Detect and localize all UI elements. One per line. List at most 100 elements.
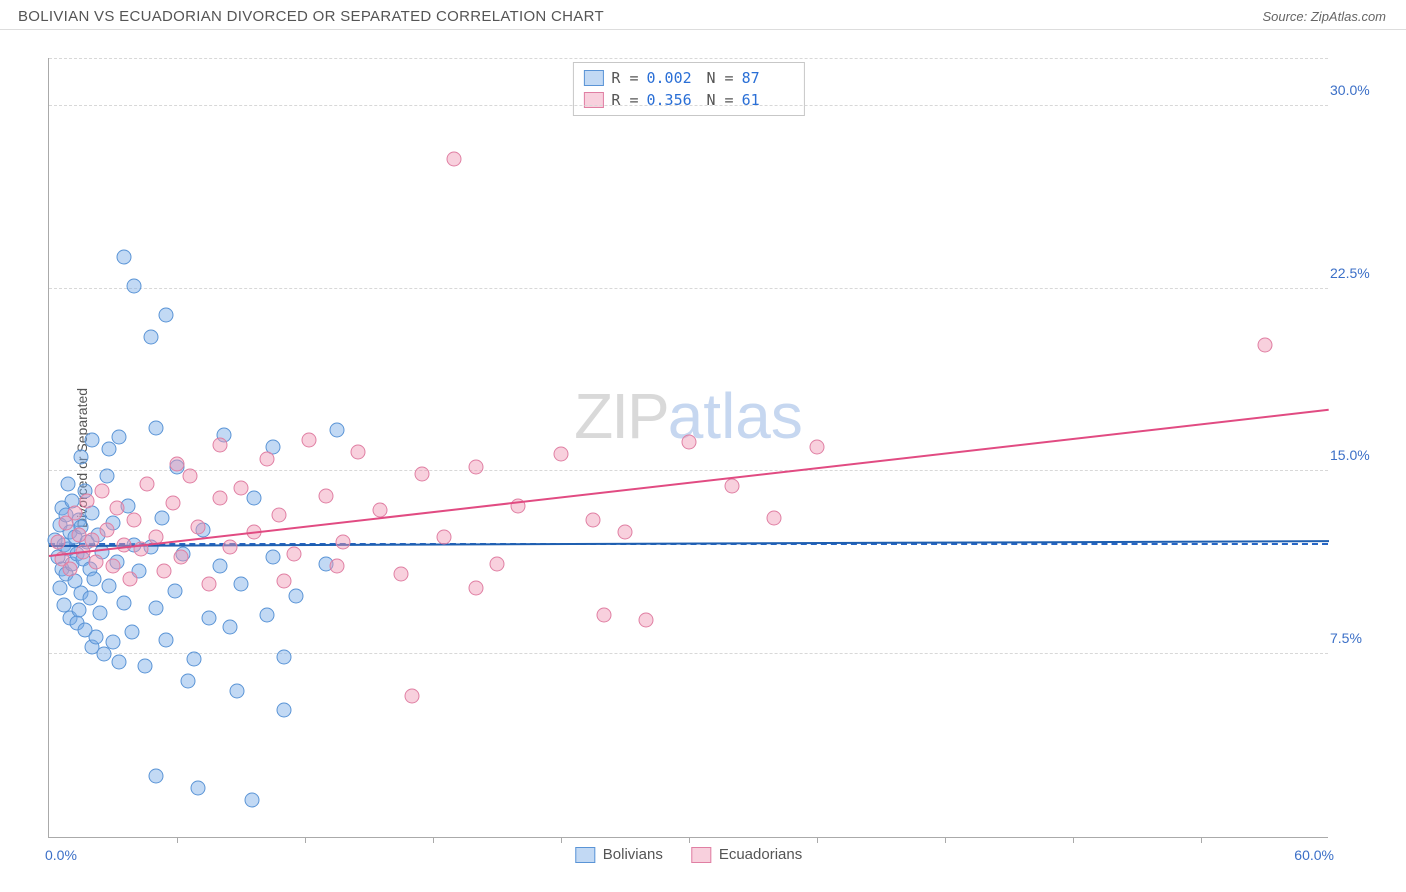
data-point — [415, 466, 430, 481]
data-point — [212, 437, 227, 452]
data-point — [63, 561, 78, 576]
data-point — [351, 444, 366, 459]
y-tick-label: 15.0% — [1330, 447, 1378, 463]
x-origin-label: 0.0% — [45, 847, 77, 863]
data-point — [157, 564, 172, 579]
data-point — [144, 330, 159, 345]
data-point — [1258, 337, 1273, 352]
data-point — [99, 469, 114, 484]
data-point — [125, 625, 140, 640]
data-point — [88, 630, 103, 645]
gridline — [49, 58, 1328, 59]
data-point — [202, 610, 217, 625]
data-point — [272, 508, 287, 523]
x-tick — [1073, 837, 1074, 843]
data-point — [106, 559, 121, 574]
data-point — [234, 481, 249, 496]
x-tick — [1201, 837, 1202, 843]
source-label: Source: ZipAtlas.com — [1262, 9, 1386, 24]
data-point — [116, 596, 131, 611]
swatch-icon — [575, 847, 595, 863]
gridline — [49, 470, 1328, 471]
data-point — [127, 513, 142, 528]
x-max-label: 60.0% — [1294, 847, 1334, 863]
data-point — [99, 522, 114, 537]
data-point — [682, 435, 697, 450]
data-point — [276, 574, 291, 589]
r-label: R = — [611, 91, 638, 109]
data-point — [244, 793, 259, 808]
data-point — [724, 479, 739, 494]
data-point — [490, 557, 505, 572]
data-point — [191, 520, 206, 535]
data-point — [202, 576, 217, 591]
data-point — [148, 769, 163, 784]
legend-item: Bolivians — [575, 846, 663, 863]
data-point — [61, 476, 76, 491]
data-point — [71, 603, 86, 618]
n-label: N = — [707, 69, 734, 87]
data-point — [287, 547, 302, 562]
data-point — [95, 483, 110, 498]
data-point — [404, 688, 419, 703]
data-point — [148, 420, 163, 435]
chart-title: BOLIVIAN VS ECUADORIAN DIVORCED OR SEPAR… — [18, 8, 604, 25]
stats-row: R =0.002N =87 — [583, 67, 793, 89]
plot-area: ZIPatlas R =0.002N =87R =0.356N =61 0.0%… — [48, 58, 1328, 838]
data-point — [229, 683, 244, 698]
data-point — [167, 583, 182, 598]
data-point — [212, 491, 227, 506]
stats-legend: R =0.002N =87R =0.356N =61 — [572, 62, 804, 116]
series-legend: Bolivians Ecuadorians — [575, 846, 802, 863]
data-point — [165, 496, 180, 511]
data-point — [223, 620, 238, 635]
data-point — [259, 452, 274, 467]
x-tick — [689, 837, 690, 843]
n-value: 87 — [742, 69, 794, 87]
series-name: Bolivians — [603, 846, 663, 863]
data-point — [84, 532, 99, 547]
y-tick-label: 22.5% — [1330, 265, 1378, 281]
data-point — [276, 703, 291, 718]
data-point — [101, 442, 116, 457]
data-point — [174, 549, 189, 564]
data-point — [82, 591, 97, 606]
data-point — [116, 249, 131, 264]
series-name: Ecuadorians — [719, 846, 802, 863]
data-point — [586, 513, 601, 528]
n-label: N = — [707, 91, 734, 109]
data-point — [276, 649, 291, 664]
data-point — [187, 652, 202, 667]
x-tick — [561, 837, 562, 843]
data-point — [596, 608, 611, 623]
data-point — [234, 576, 249, 591]
data-point — [289, 588, 304, 603]
legend-item: Ecuadorians — [691, 846, 802, 863]
data-point — [88, 554, 103, 569]
data-point — [468, 581, 483, 596]
data-point — [86, 571, 101, 586]
gridline — [49, 288, 1328, 289]
data-point — [110, 500, 125, 515]
data-point — [80, 493, 95, 508]
data-point — [140, 476, 155, 491]
data-point — [394, 566, 409, 581]
data-point — [639, 613, 654, 628]
x-tick — [305, 837, 306, 843]
data-point — [84, 432, 99, 447]
r-label: R = — [611, 69, 638, 87]
gridline — [49, 105, 1328, 106]
data-point — [123, 571, 138, 586]
data-point — [330, 422, 345, 437]
data-point — [155, 510, 170, 525]
data-point — [159, 308, 174, 323]
data-point — [330, 559, 345, 574]
data-point — [148, 600, 163, 615]
data-point — [159, 632, 174, 647]
data-point — [266, 549, 281, 564]
chart-container: Divorced or Separated ZIPatlas R =0.002N… — [18, 38, 1388, 878]
data-point — [74, 449, 89, 464]
swatch-icon — [691, 847, 711, 863]
data-point — [319, 488, 334, 503]
data-point — [127, 279, 142, 294]
